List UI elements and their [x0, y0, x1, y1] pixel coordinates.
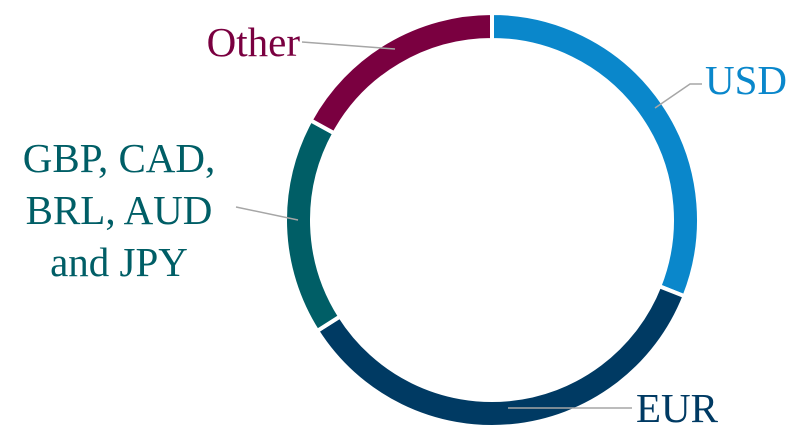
- slice-label: GBP, CAD, BRL, AUD and JPY: [22, 135, 216, 285]
- donut-slice: [307, 10, 494, 136]
- leader-line: [301, 41, 396, 50]
- slice-label: Other: [206, 19, 300, 65]
- donut-slice: [283, 117, 343, 334]
- leader-line: [654, 83, 702, 109]
- slice-label: USD: [705, 57, 788, 103]
- donut-slice: [490, 10, 701, 299]
- leader-lines: [235, 41, 702, 409]
- leader-line: [235, 206, 299, 221]
- slices: [283, 10, 701, 428]
- slice-label: EUR: [636, 385, 718, 428]
- donut-slice: [314, 283, 688, 428]
